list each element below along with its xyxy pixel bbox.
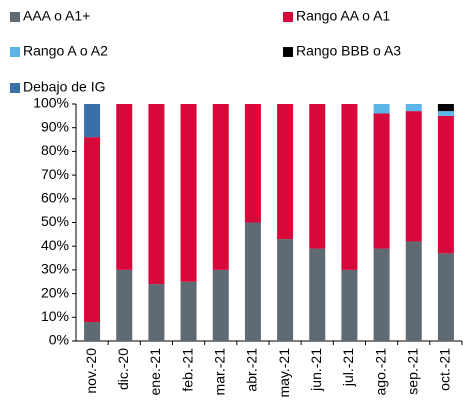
legend-swatch bbox=[10, 47, 20, 57]
legend-label: Rango BBB o A3 bbox=[296, 43, 401, 59]
x-tick-label: ago.-21 bbox=[372, 348, 388, 396]
bar-segment bbox=[148, 104, 165, 285]
bar-segment bbox=[373, 248, 390, 341]
bar-segment bbox=[244, 222, 261, 341]
y-tick-label: 0% bbox=[49, 332, 69, 348]
bar-segment bbox=[405, 241, 422, 341]
legend-swatch bbox=[283, 47, 293, 57]
bar-segment bbox=[84, 137, 101, 323]
bar-segment bbox=[437, 115, 454, 254]
bar-segment bbox=[373, 104, 390, 114]
y-tick-label: 60% bbox=[41, 190, 69, 206]
y-tick-label: 10% bbox=[41, 308, 69, 324]
x-tick-label: jul.-21 bbox=[340, 348, 356, 387]
y-tick-label: 100% bbox=[33, 95, 69, 111]
bar-segment bbox=[405, 111, 422, 242]
legend-label: Debajo de IG bbox=[23, 79, 106, 95]
y-tick-label: 40% bbox=[41, 237, 69, 253]
legend-label: Rango AA o A1 bbox=[296, 8, 390, 24]
bar-segment bbox=[116, 104, 133, 270]
bar-segment bbox=[277, 239, 294, 341]
bar-segment bbox=[309, 104, 326, 249]
y-tick-label: 30% bbox=[41, 261, 69, 277]
bar-segment bbox=[180, 104, 197, 282]
y-tick-label: 90% bbox=[41, 118, 69, 134]
y-tick-label: 50% bbox=[41, 213, 69, 229]
bar-segment bbox=[212, 269, 229, 341]
x-tick-label: jun.-21 bbox=[308, 348, 324, 392]
legend-label: Rango A o A2 bbox=[23, 43, 108, 59]
y-tick-label: 70% bbox=[41, 166, 69, 182]
bar-segment bbox=[309, 248, 326, 341]
y-tick-label: 80% bbox=[41, 142, 69, 158]
bar-segment bbox=[373, 113, 390, 249]
bar-segment bbox=[116, 269, 133, 341]
x-tick-label: sep.-21 bbox=[404, 348, 420, 395]
bar-segment bbox=[180, 281, 197, 341]
y-tick-label: 20% bbox=[41, 284, 69, 300]
x-tick-label: ene.-21 bbox=[147, 348, 163, 396]
bar-segment bbox=[437, 253, 454, 341]
legend-swatch bbox=[10, 12, 20, 22]
bar-segment bbox=[277, 104, 294, 240]
bar-segment bbox=[84, 104, 101, 138]
bar-segment bbox=[148, 284, 165, 341]
bar-segment bbox=[437, 111, 454, 116]
x-tick-label: nov.-20 bbox=[83, 348, 99, 394]
x-tick-label: feb.-21 bbox=[179, 348, 195, 392]
legend-label: AAA o A1+ bbox=[23, 8, 90, 24]
x-tick-label: dic.-20 bbox=[115, 348, 131, 390]
bar-segment bbox=[341, 104, 358, 270]
legend-swatch bbox=[283, 12, 293, 22]
x-tick-label: oct.-21 bbox=[437, 348, 453, 391]
bar-segment bbox=[437, 104, 454, 112]
x-tick-label: mar.-21 bbox=[211, 348, 227, 396]
x-tick-label: may.-21 bbox=[276, 348, 292, 398]
bar-segment bbox=[244, 104, 261, 223]
bar-segment bbox=[212, 104, 229, 270]
x-tick-label: abr.-21 bbox=[244, 348, 260, 392]
legend-swatch bbox=[10, 83, 20, 93]
bar-segment bbox=[84, 322, 101, 341]
bar-segment bbox=[341, 269, 358, 341]
bar-segment bbox=[405, 104, 422, 112]
